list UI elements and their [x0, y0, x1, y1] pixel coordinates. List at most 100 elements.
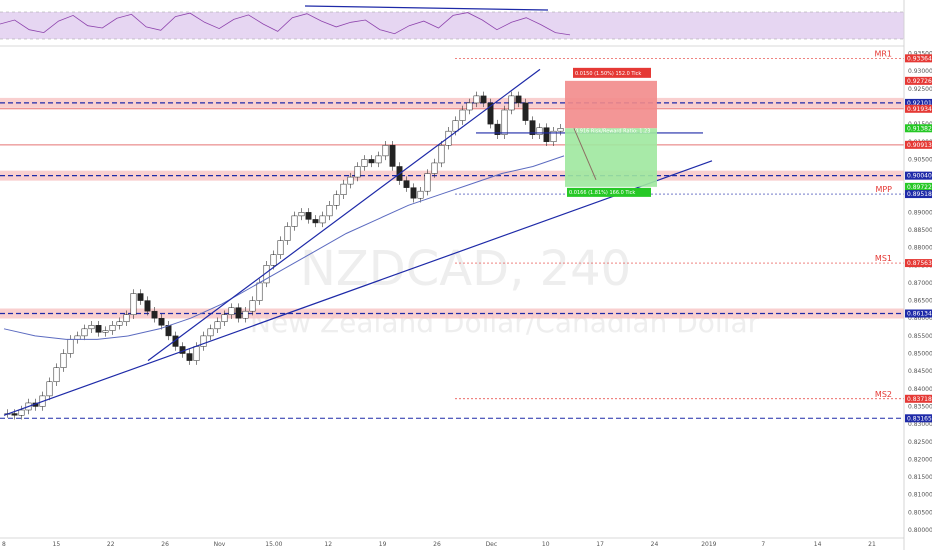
trendline-lower	[3, 160, 713, 416]
projection-arrow	[573, 128, 597, 180]
candle-body	[130, 293, 137, 315]
time-tick-label: 7	[761, 541, 765, 548]
price-badge-text: 0.90913	[907, 142, 932, 149]
candle-body	[543, 127, 550, 143]
candle-body	[312, 219, 319, 224]
price-badge-text: 0.92726	[907, 78, 932, 85]
price-badge-text: 0.89722	[907, 184, 932, 191]
candle-body	[508, 95, 515, 111]
candle-body	[305, 212, 312, 220]
candle-body	[123, 314, 130, 323]
price-plot[interactable]: MR1 MPP MS1 MS2 0.0150 (1.50%) 152.0 Tick 0.0…	[0, 49, 904, 420]
price-tick-label: 0.85000	[908, 351, 932, 358]
candle-body	[382, 145, 389, 157]
candle-body	[361, 159, 368, 167]
price-tick-label: 0.83000	[908, 421, 932, 428]
price-tick-label: 0.92500	[908, 86, 932, 93]
time-tick-label: Dec	[486, 541, 498, 548]
candle-body	[431, 162, 438, 174]
time-tick-label: 15	[53, 541, 61, 548]
price-badge	[905, 140, 932, 149]
candle-body	[291, 215, 298, 227]
price-badge-text: 0.87563	[907, 260, 932, 267]
time-axis: 8 15 22 26 Nov 15.00 12 19 26 Dec 10 17 24 2019 7 14 21	[0, 537, 904, 548]
candle-body	[193, 346, 200, 361]
candle-body	[221, 314, 228, 323]
price-tick-label: 0.93000	[908, 68, 932, 75]
price-axis: 0.935000.930000.925000.920000.915000.910…	[903, 0, 932, 550]
price-tick-label: 0.81500	[908, 474, 932, 481]
stop-label-box	[573, 67, 651, 78]
price-tick-label: 0.88000	[908, 245, 932, 252]
candle-body	[459, 109, 466, 121]
price-badge	[905, 54, 932, 63]
moving-average	[3, 155, 565, 340]
position-mid-text: 0.916 Risk/Reward Ratio: 1.23	[575, 128, 650, 134]
candle-body	[242, 310, 249, 319]
price-tick-label: 0.82500	[908, 439, 932, 446]
candle-body	[375, 155, 382, 164]
candle-body	[18, 409, 25, 416]
candle-body	[354, 166, 361, 178]
candle-body	[389, 145, 396, 167]
candle-body	[270, 254, 277, 266]
watermark-symbol: NZDCAD, 240	[300, 241, 631, 297]
candle-body	[298, 212, 305, 217]
candle-body	[284, 226, 291, 241]
candle-body	[158, 317, 165, 326]
time-tick-label: 12	[324, 541, 332, 548]
price-badge-text: 0.92101	[907, 100, 932, 107]
time-tick-label: 2019	[701, 541, 716, 548]
price-badge-text: 0.90040	[907, 173, 932, 180]
candle-body	[326, 205, 333, 217]
time-tick-label: 10	[542, 541, 550, 548]
price-tick-label: 0.80000	[908, 527, 932, 534]
stop-label-text: 0.0150 (1.50%) 152.0 Tick	[575, 71, 641, 77]
candle-body	[249, 300, 256, 312]
rsi-trendline	[304, 5, 549, 11]
candle-body	[487, 102, 494, 125]
candle-body	[529, 120, 536, 135]
candle-body	[81, 328, 88, 337]
candle-body	[207, 328, 214, 337]
candle-body	[46, 381, 53, 397]
price-axis-background	[904, 0, 932, 550]
price-badge	[905, 124, 932, 133]
price-tick-label: 0.93500	[908, 51, 932, 58]
target-zone	[565, 128, 657, 187]
candle-body	[116, 321, 123, 326]
pivot-label: MS2	[875, 390, 892, 399]
price-tick-label: 0.89000	[908, 209, 932, 216]
candle-body	[172, 335, 179, 347]
rsi-line	[0, 12, 571, 36]
price-tick-label: 0.83500	[908, 403, 932, 410]
time-tick-label: 24	[651, 541, 659, 548]
price-badge	[905, 309, 932, 318]
candle-body	[438, 145, 445, 164]
rsi-panel[interactable]: 80.000040.0000	[0, 4, 932, 47]
time-tick-label: 8	[2, 541, 6, 548]
candle-body	[109, 325, 116, 331]
candle-body	[319, 215, 326, 224]
candle-body	[151, 310, 158, 319]
candle-body	[214, 321, 221, 330]
candle-body	[74, 335, 81, 340]
pivot-label: MS1	[875, 254, 892, 263]
price-badge-text: 0.83165	[907, 415, 932, 422]
candle-body	[368, 159, 375, 164]
candle-body	[67, 339, 74, 354]
candle-body	[53, 367, 60, 383]
candle-body	[480, 95, 487, 104]
candle-body	[515, 95, 522, 104]
price-badge-text: 0.91934	[907, 106, 932, 113]
time-tick-label: 26	[433, 541, 441, 548]
price-tick-label: 0.82000	[908, 456, 932, 463]
candle-body	[452, 120, 459, 132]
price-tick-label: 0.80500	[908, 509, 932, 516]
price-badge	[905, 182, 932, 191]
candle-body	[550, 130, 557, 143]
candle-body	[186, 353, 193, 361]
candle-body	[200, 335, 207, 347]
